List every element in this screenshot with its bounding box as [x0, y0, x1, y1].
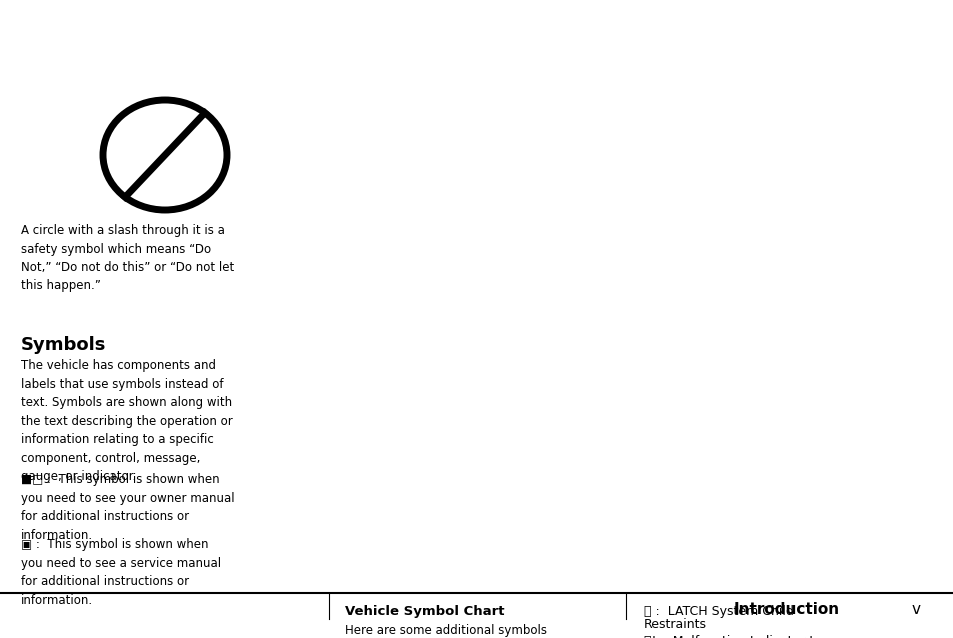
- Text: ▣ :  This symbol is shown when
you need to see a service manual
for additional i: ▣ : This symbol is shown when you need t…: [21, 538, 221, 607]
- Text: Restraints: Restraints: [643, 618, 706, 631]
- Text: Ⓘ! :  Malfunction Indicator Lamp: Ⓘ! : Malfunction Indicator Lamp: [643, 635, 843, 638]
- Text: Vehicle Symbol Chart: Vehicle Symbol Chart: [345, 605, 504, 618]
- Text: The vehicle has components and
labels that use symbols instead of
text. Symbols : The vehicle has components and labels th…: [21, 359, 233, 484]
- Text: ■□ :  This symbol is shown when
you need to see your owner manual
for additional: ■□ : This symbol is shown when you need …: [21, 473, 234, 542]
- Text: Symbols: Symbols: [21, 336, 106, 354]
- Text: ⓑ :  LATCH System Child: ⓑ : LATCH System Child: [643, 605, 793, 618]
- Text: v: v: [911, 602, 920, 618]
- Text: Introduction: Introduction: [733, 602, 839, 618]
- Text: A circle with a slash through it is a
safety symbol which means “Do
Not,” “Do no: A circle with a slash through it is a sa…: [21, 224, 234, 292]
- Text: Here are some additional symbols
that may be found on the vehicle
and what they : Here are some additional symbols that ma…: [345, 624, 553, 638]
